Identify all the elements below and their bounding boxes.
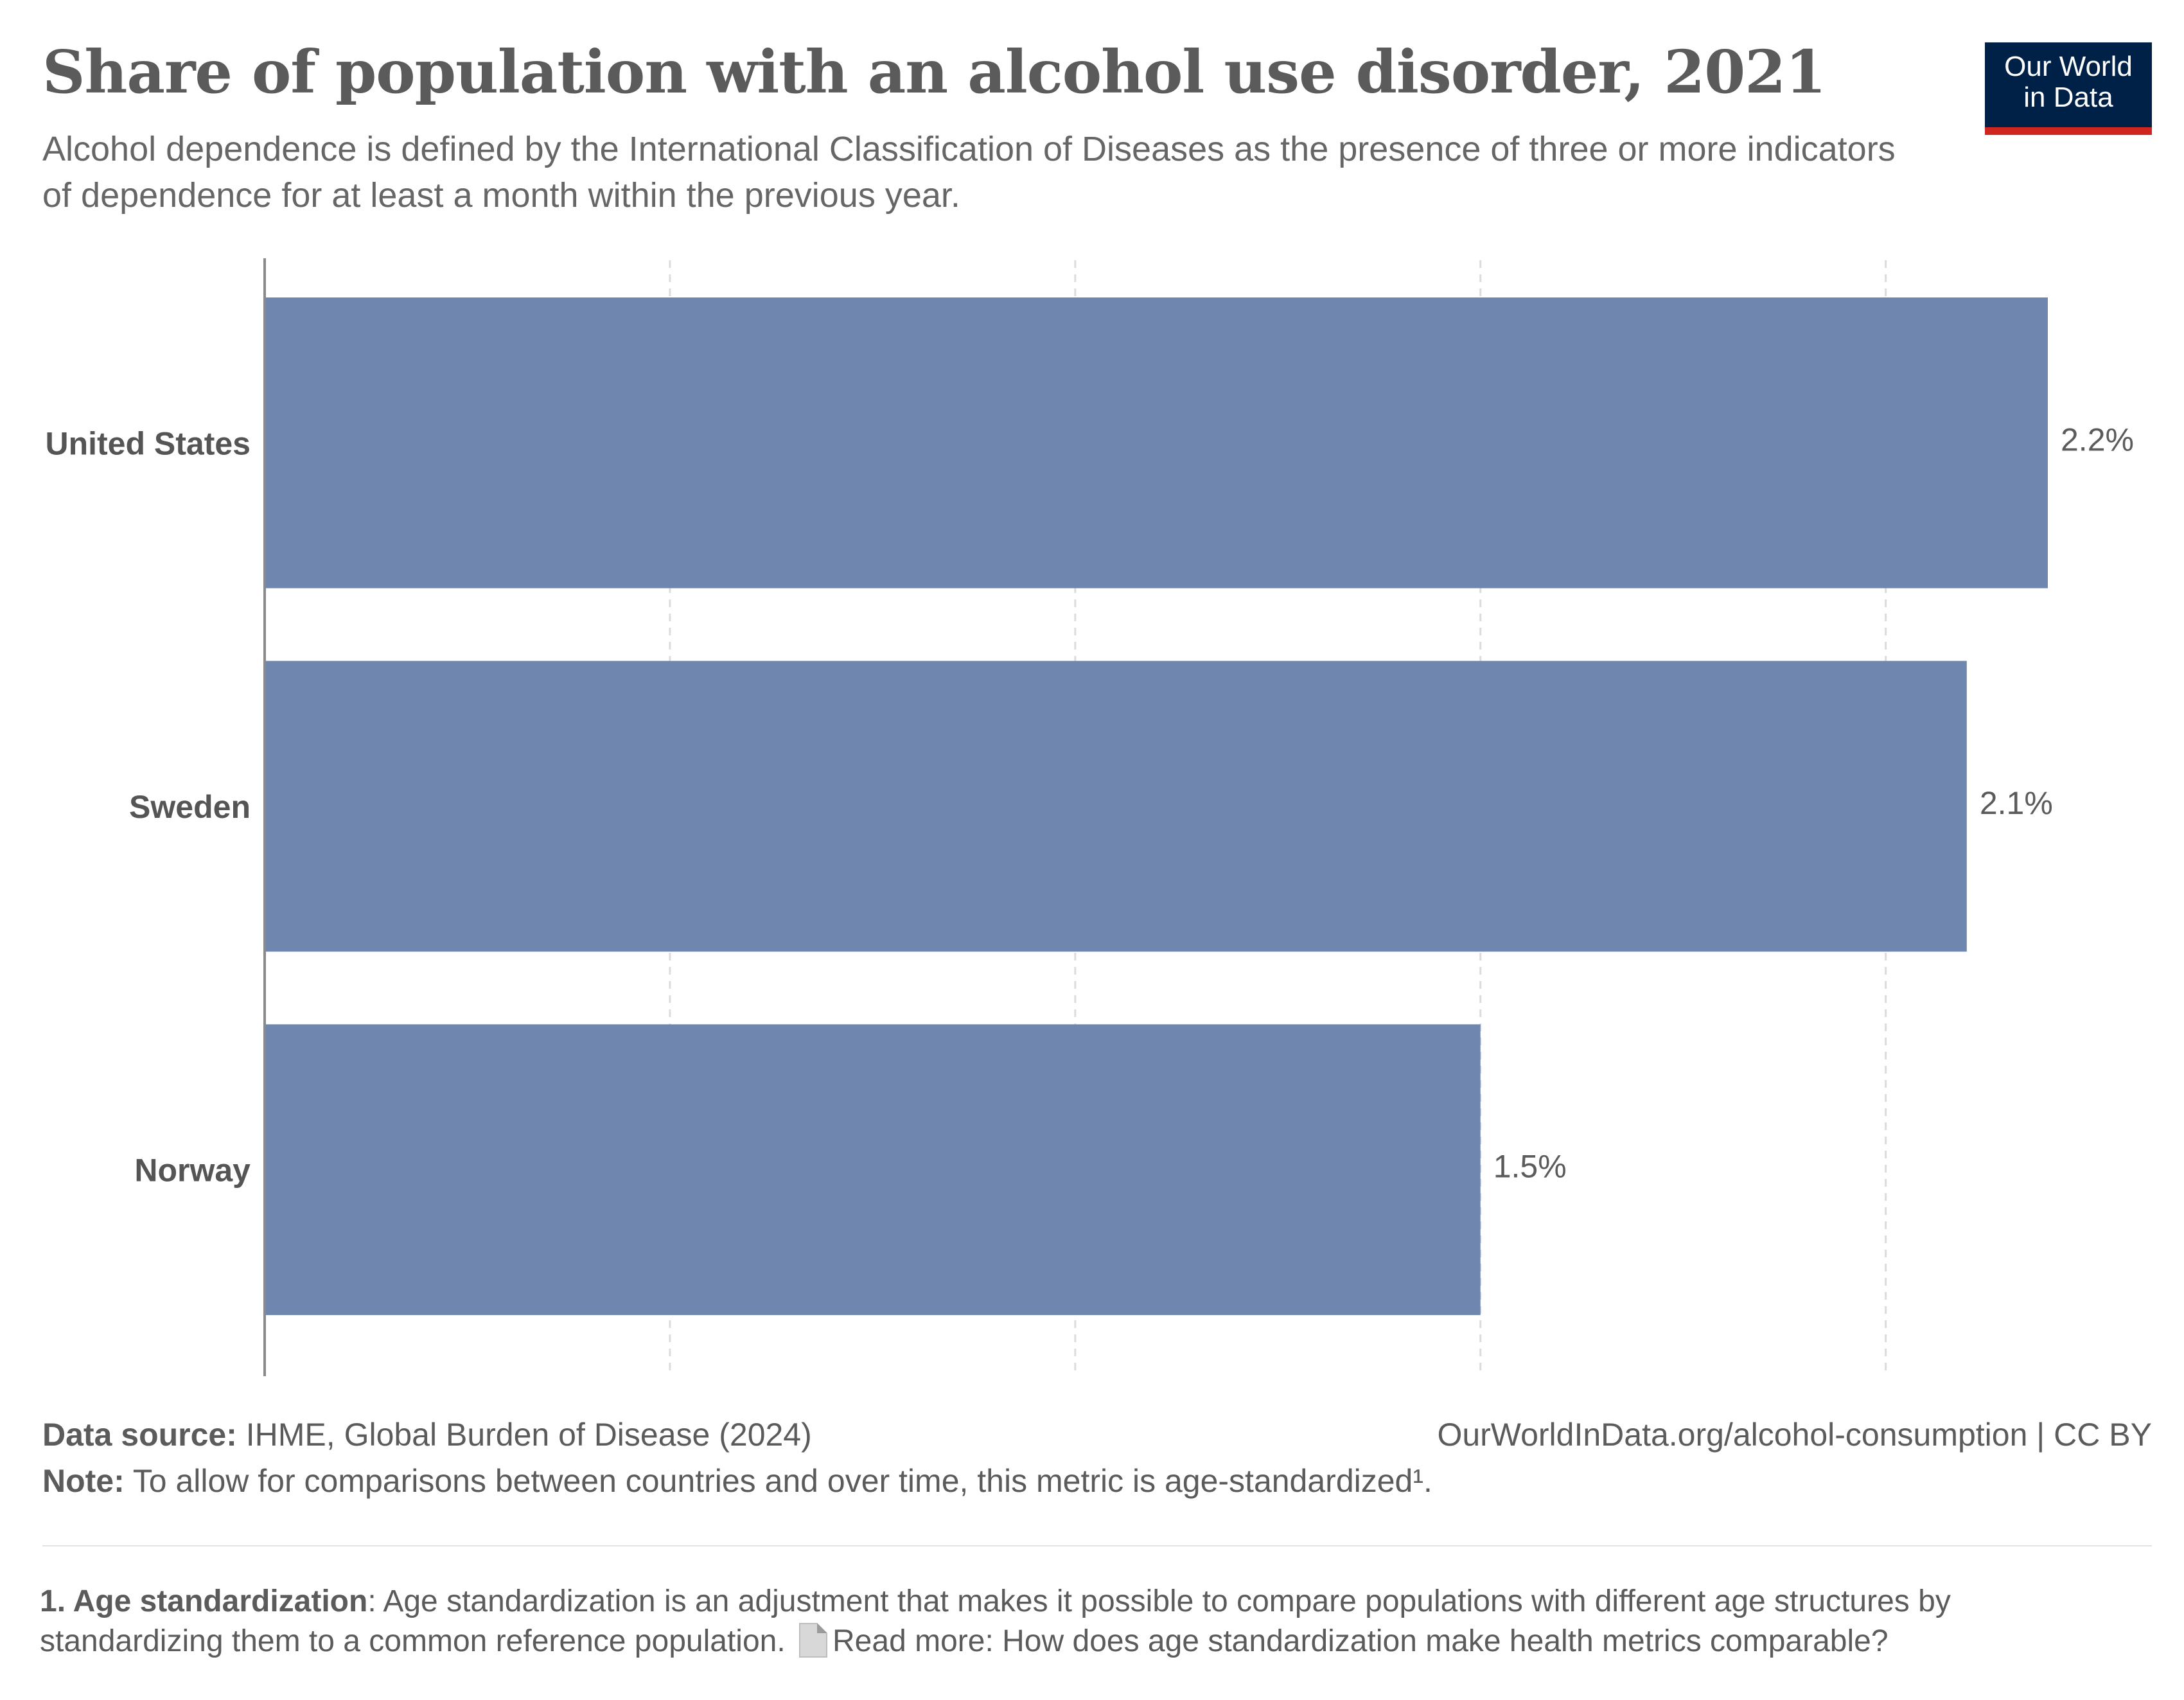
data-source: Data source: IHME, Global Burden of Dise… [42, 1413, 812, 1456]
bar [265, 660, 1967, 952]
value-label: 1.5% [1493, 1149, 1567, 1185]
value-label: 2.1% [1980, 785, 2053, 821]
data-source-label: Data source: [42, 1417, 237, 1453]
bar [265, 1024, 1481, 1315]
source-url-link[interactable]: OurWorldInData.org/alcohol-consumption |… [1437, 1417, 2152, 1453]
note-label: Note: [42, 1463, 125, 1499]
document-icon [799, 1623, 828, 1658]
footnote-text: : Age standardization is an adjustment t… [40, 1584, 1951, 1658]
read-more-link[interactable]: Read more: How does age standardization … [832, 1624, 1889, 1658]
logo-line-1: Our World [2004, 51, 2133, 82]
note: Note: To allow for comparisons between c… [42, 1460, 1432, 1502]
footnote-label: 1. Age standardization [40, 1584, 368, 1618]
category-label: Norway [134, 1153, 251, 1189]
value-label: 2.2% [2061, 421, 2134, 457]
chart-title: Share of population with an alcohol use … [42, 37, 1826, 107]
bar-chart: United States 2.2% Sweden 2.1% Norway 1.5% [45, 258, 2134, 1376]
logo-accent-bar [1985, 127, 2152, 135]
category-label: Sweden [129, 789, 251, 825]
note-text: To allow for comparisons between countri… [124, 1463, 1432, 1499]
footnote: 1. Age standardization: Age standardizat… [40, 1582, 2083, 1661]
bar [265, 297, 2048, 589]
chart-subtitle: Alcohol dependence is defined by the Int… [42, 130, 1896, 215]
data-source-text: IHME, Global Burden of Disease (2024) [236, 1417, 812, 1453]
category-label: United States [45, 425, 251, 461]
footer-divider [42, 1545, 2152, 1546]
owid-logo[interactable]: Our World in Data [1985, 42, 2152, 135]
logo-line-2: in Data [2023, 82, 2113, 113]
